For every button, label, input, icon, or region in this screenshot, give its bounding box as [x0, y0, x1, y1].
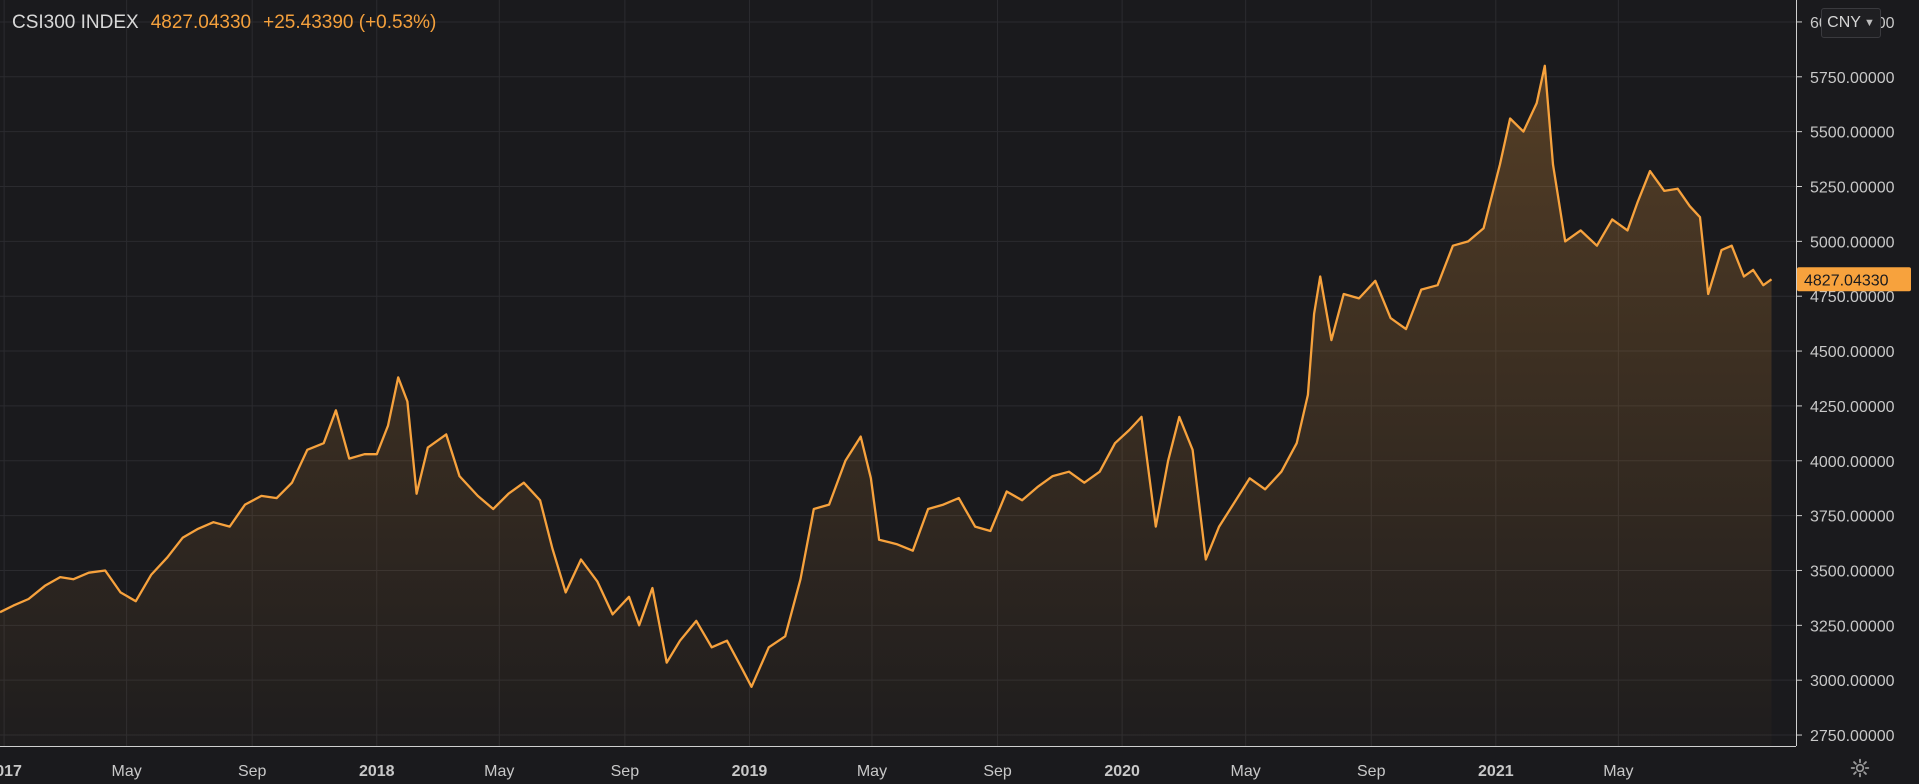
y-tick-label: 2750.00000 — [1810, 728, 1895, 745]
symbol-name: CSI300 INDEX — [12, 12, 139, 33]
x-tick-label: 2018 — [359, 763, 395, 780]
gear-icon — [1850, 758, 1870, 778]
y-tick-label: 4000.00000 — [1810, 454, 1895, 471]
y-axis-tick-labels: 2750.00000 3000.00000 3250.00000 3500.00000… — [1810, 15, 1895, 745]
y-tick-label: 5250.00000 — [1810, 180, 1895, 197]
x-tick-label: 2020 — [1104, 763, 1140, 780]
chevron-down-icon: ▼ — [1863, 17, 1875, 29]
y-tick-label: 4250.00000 — [1810, 399, 1895, 416]
settings-button[interactable] — [1847, 755, 1873, 781]
last-price-label-bg — [1797, 267, 1911, 292]
chart-header: CSI300 INDEX 4827.04330 +25.43390 (+0.53… — [12, 10, 436, 36]
x-tick-label: 2019 — [732, 763, 768, 780]
x-tick-label: 2017 — [0, 763, 22, 780]
y-tick-label: 5750.00000 — [1810, 70, 1895, 87]
y-tick-label: 5500.00000 — [1810, 125, 1895, 142]
y-tick-label: 3750.00000 — [1810, 509, 1895, 526]
axes — [0, 0, 1802, 747]
last-price-label: 4827.04330 — [1804, 272, 1889, 289]
x-axis-tick-labels: 2017 May Sep 2018 May Sep 2019 May Sep 2020 May Sep… — [0, 763, 1633, 780]
x-tick-label: May — [1603, 763, 1633, 780]
price-area-fill — [0, 65, 1772, 747]
x-tick-label: 2021 — [1478, 763, 1514, 780]
y-tick-label: 3500.00000 — [1810, 563, 1895, 580]
x-tick-label: Sep — [238, 763, 267, 780]
y-tick-label: 4500.00000 — [1810, 344, 1895, 361]
x-tick-label: May — [857, 763, 887, 780]
y-tick-label: 3250.00000 — [1810, 618, 1895, 635]
price-change: +25.43390 (+0.53%) — [263, 12, 437, 33]
x-tick-label: Sep — [1357, 763, 1386, 780]
x-tick-label: May — [484, 763, 514, 780]
last-price: 4827.04330 — [150, 12, 252, 33]
price-line — [0, 64, 1773, 688]
currency-selector[interactable]: CNY ▼ — [1821, 8, 1881, 38]
y-tick-label: 4750.00000 — [1810, 289, 1895, 306]
y-tick-label: 5000.00000 — [1810, 234, 1895, 251]
x-tick-label: May — [111, 763, 141, 780]
y-tick-label: 3000.00000 — [1810, 673, 1895, 690]
x-tick-label: Sep — [611, 763, 640, 780]
x-tick-label: Sep — [983, 763, 1012, 780]
x-tick-label: May — [1231, 763, 1261, 780]
currency-label: CNY — [1827, 14, 1861, 31]
last-price-marker: 4827.04330 — [1797, 267, 1911, 292]
